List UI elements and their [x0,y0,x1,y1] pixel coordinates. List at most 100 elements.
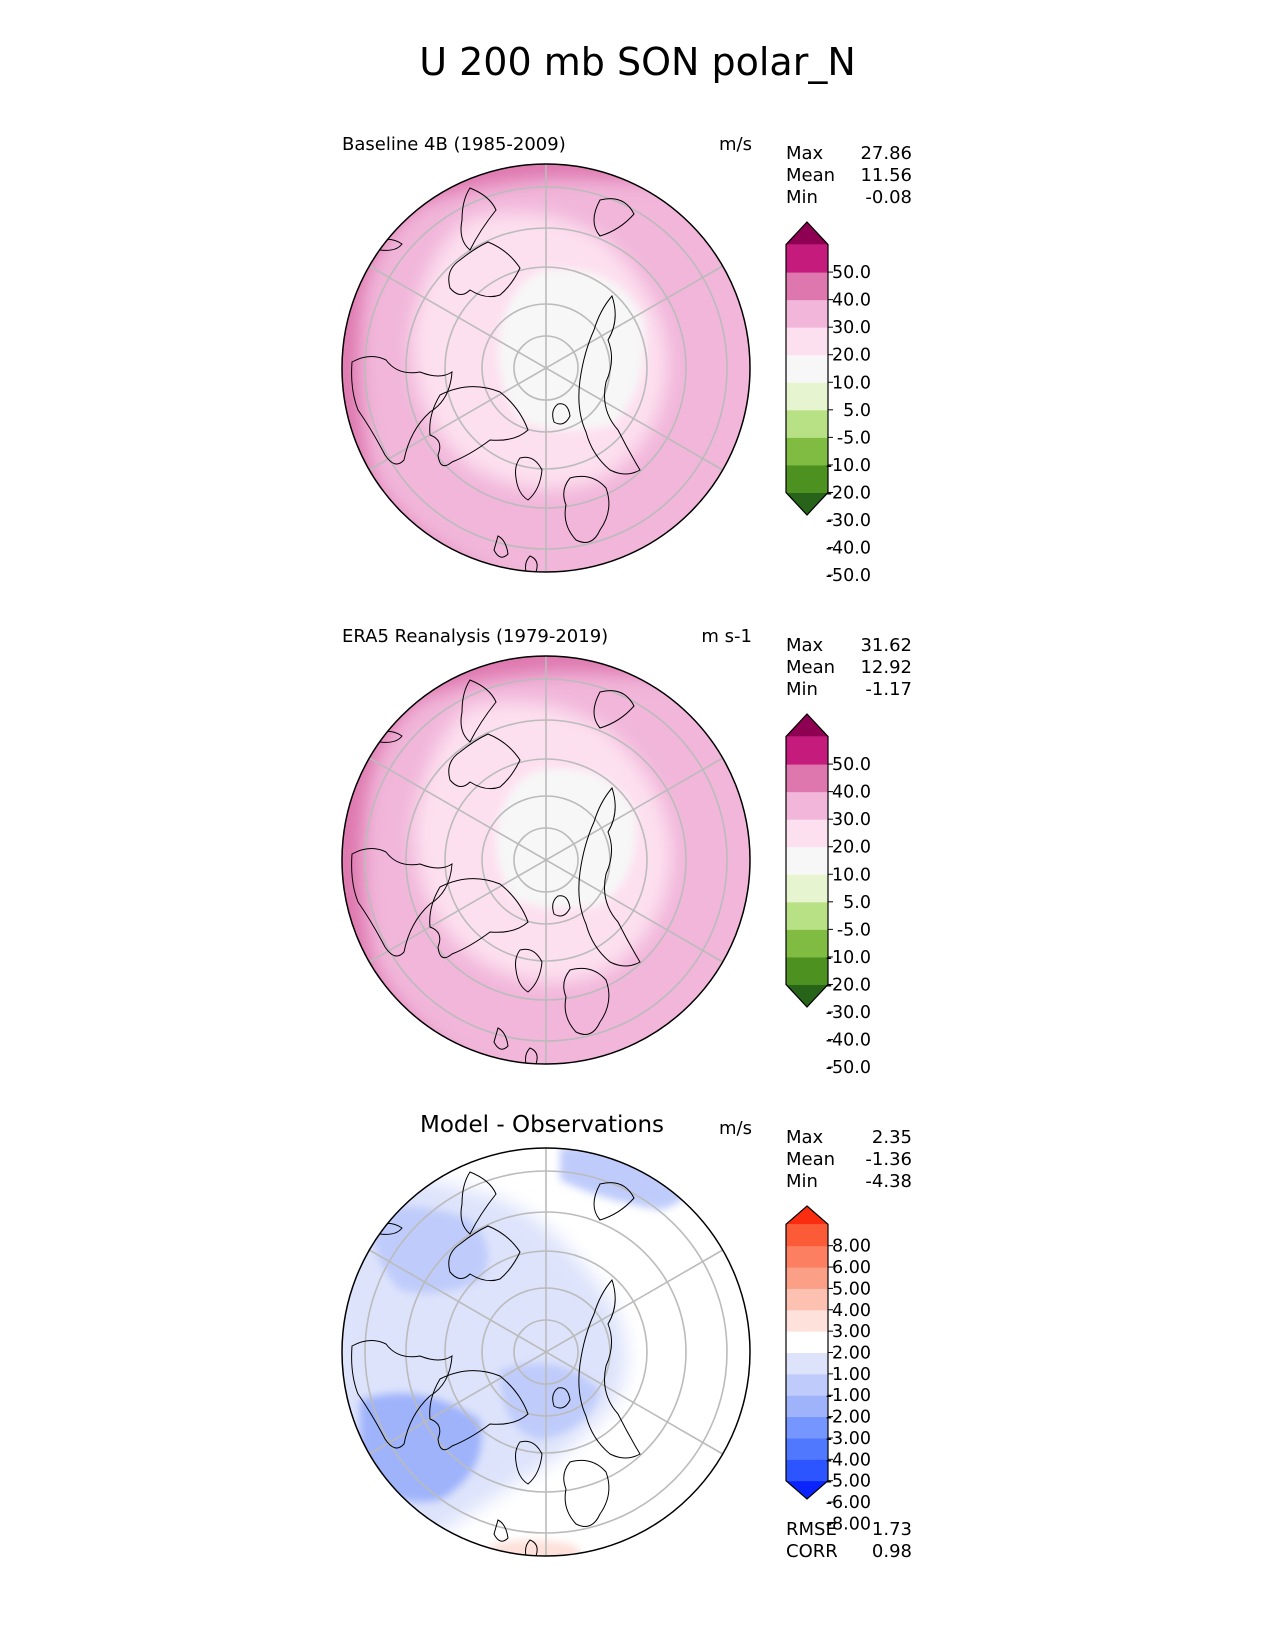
stat-value: -1.17 [865,679,912,700]
stat-value: 2.35 [871,1127,912,1148]
colorbar-tick-label: 1.00 [832,1365,871,1385]
colorbar-bin [786,437,828,466]
colorbar-bin [786,1395,828,1418]
colorbar-tick-label: 5.00 [832,1279,871,1299]
colorbar-bin [786,409,828,438]
colorbar-tick-label: 40.0 [832,783,871,803]
coastlines [351,1171,641,1556]
panel-3-stats: Max 2.35 Mean -1.36 Min -4.38 [786,1127,912,1193]
colorbar-tick-label: -2.00 [826,1408,871,1428]
diff-fill-moderate [370,1206,488,1294]
colorbar-panel-1: 50.0 40.0 30.0 20.0 10.0 5.0 -5.0 -10.0 -20.0 -30… [785,221,871,586]
colorbar-extend-min [786,1480,828,1499]
colorbar-bin [786,736,828,765]
contour-fill-calm [496,768,637,909]
colorbar-outline [785,221,829,516]
metric-value: 1.73 [871,1519,912,1540]
colorbar-tick-label: -50.0 [826,1058,871,1078]
diff-fill-moderate [360,1393,482,1502]
colorbar-extend-max [786,714,828,737]
colorbar-tick-label: -20.0 [826,483,871,503]
colorbar-bin [786,1416,828,1439]
colorbar-tick-label: 50.0 [832,755,871,775]
diff-fill-moderate [500,1363,600,1440]
colorbar-tick-label: -30.0 [826,511,871,531]
colorbar-bin [786,846,828,875]
colorbar-tick-label: 20.0 [832,346,871,366]
colorbar-panel-3: 8.006.005.004.003.002.001.00-1.00-2.00-3… [785,1205,871,1534]
stat-value: -1.36 [865,1149,912,1170]
colorbar-tick-label: 3.00 [832,1322,871,1342]
colorbar-extend-max [786,222,828,245]
metric-label: CORR [786,1541,838,1562]
colorbar-extend-min [786,492,828,515]
colorbar-tick-label: 50.0 [832,263,871,283]
colorbar-tick-label: -4.00 [826,1450,871,1470]
colorbar-bin [786,382,828,411]
stat-label: Max [786,1127,824,1148]
colorbar-bin [786,1352,828,1375]
colorbar-tick-label: -6.00 [826,1493,871,1513]
colorbar-tick-label: 20.0 [832,838,871,858]
colorbar-bin [786,1437,828,1460]
colorbar-bin [786,901,828,930]
colorbar-panel-2: 50.0 40.0 30.0 20.0 10.0 5.0 -5.0 -10.0 -20.0 -30… [785,713,871,1078]
colorbar-bin [786,874,828,903]
colorbar-tick-label: -40.0 [826,539,871,559]
colorbar-tick-label: 10.0 [832,373,871,393]
metric-value: 0.98 [871,1541,912,1562]
stat-value: -4.38 [865,1171,912,1192]
panel-3-metrics: RMSE 1.73 CORR 0.98 [786,1519,912,1563]
colorbar-tick-label: 40.0 [832,291,871,311]
stat-label: Mean [786,657,836,678]
colorbar-bin [786,1267,828,1289]
colorbar-bin [786,1331,828,1353]
colorbar-tick-label: -20.0 [826,975,871,995]
graticule [364,656,728,1064]
colorbar-bin [786,764,828,793]
panel-1-stats: Max 27.86 Mean 11.56 Min -0.08 [786,143,912,209]
panel-2-units: m s-1 [701,626,752,647]
colorbar-bin [786,1224,828,1247]
stat-value: 27.86 [860,143,912,164]
colorbar-bin [786,956,828,985]
colorbar-bin [786,464,828,493]
panel-2-stats: Max 31.62 Mean 12.92 Min -1.17 [786,635,912,701]
map-boundary [341,655,751,1065]
colorbar-tick-label: -5.00 [826,1472,871,1492]
colorbars: 50.0 40.0 30.0 20.0 10.0 5.0 -5.0 -10.0 -20.0 -30… [785,221,871,1534]
stat-label: Mean [786,165,836,186]
map-boundary [341,163,751,573]
stat-label: Min [786,679,818,700]
panel-1-title: Baseline 4B (1985-2009) [342,134,566,155]
colorbar-tick-label: 10.0 [832,865,871,885]
colorbar-tick-label: -10.0 [826,948,871,968]
graticule [364,1148,728,1556]
panel-1-units: m/s [719,134,752,155]
stat-label: Max [786,635,824,656]
colorbar-tick-label: -30.0 [826,1003,871,1023]
colorbar-tick-label: 6.00 [832,1258,871,1278]
map-baseline [341,163,751,573]
colorbar-bin [786,791,828,820]
colorbar-tick-label: 30.0 [832,318,871,338]
colorbar-outline [785,713,829,1008]
colorbar-tick-label: 5.0 [843,401,871,421]
panel-3-title: Model - Observations [420,1112,665,1138]
colorbar-bin [786,1245,828,1268]
stat-value: 31.62 [860,635,912,656]
stat-label: Max [786,143,824,164]
colorbar-tick-label: -8.00 [826,1514,871,1534]
colorbar-bin [786,819,828,848]
stat-label: Mean [786,1149,836,1170]
colorbar-outline [785,1205,829,1500]
panel-2-title: ERA5 Reanalysis (1979-2019) [342,626,609,647]
figure-title: U 200 mb SON polar_N [419,40,856,84]
colorbar-extend-min [786,984,828,1007]
colorbar-tick-label: -5.0 [837,920,871,940]
colorbar-tick-label: -50.0 [826,566,871,586]
colorbar-tick-label: 2.00 [832,1344,871,1364]
colorbar-tick-label: -1.00 [826,1386,871,1406]
panel-3-units: m/s [719,1118,752,1139]
